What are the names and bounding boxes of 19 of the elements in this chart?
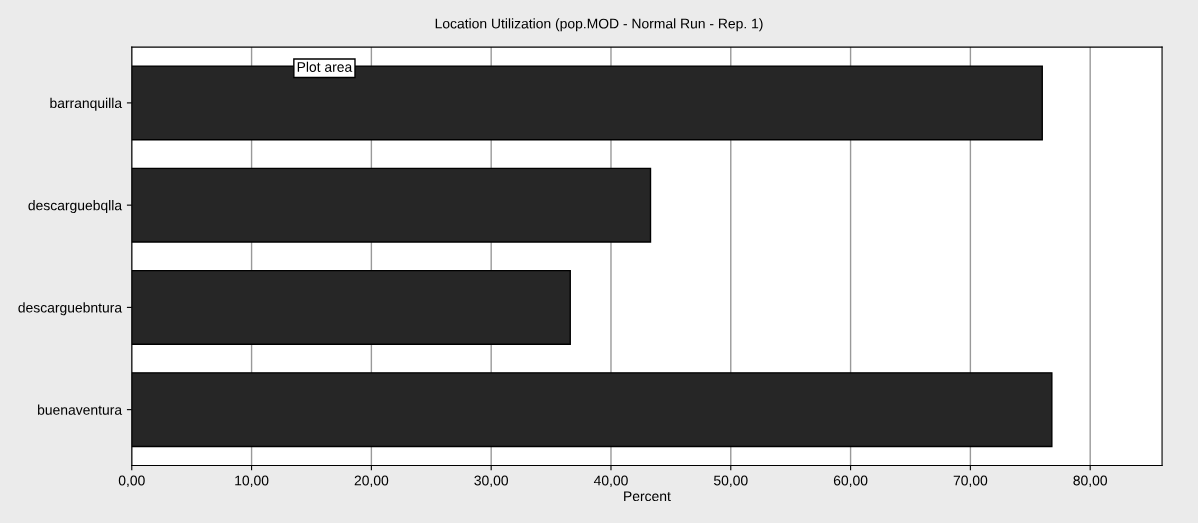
y-tick-label: descarguebqlla (28, 200, 123, 214)
x-tick-label: 30,00 (474, 475, 509, 488)
bar (131, 269, 571, 345)
x-tick-label: 40,00 (593, 475, 628, 488)
x-tick-label: 80,00 (1073, 475, 1108, 488)
x-tick-label: 10,00 (235, 475, 269, 488)
x-axis-title: Percent (624, 491, 671, 502)
bar (131, 167, 652, 243)
y-tick-label: buenaventura (38, 404, 123, 415)
x-tick-label: 20,00 (354, 475, 389, 488)
annotation: Plot area (297, 61, 353, 72)
chart-title: Location Utilization (pop.MOD - Normal Run - Rep. 1) (435, 18, 763, 32)
bar (131, 372, 1053, 448)
y-tick-label: barranquilla (50, 97, 123, 111)
x-tick-label: 70,00 (953, 475, 988, 488)
x-tick-label: 50,00 (713, 475, 748, 488)
x-tick-label: 0,00 (118, 475, 145, 488)
x-tick-label: 60,00 (833, 475, 868, 488)
y-tick-label: descarguebntura (18, 302, 123, 316)
